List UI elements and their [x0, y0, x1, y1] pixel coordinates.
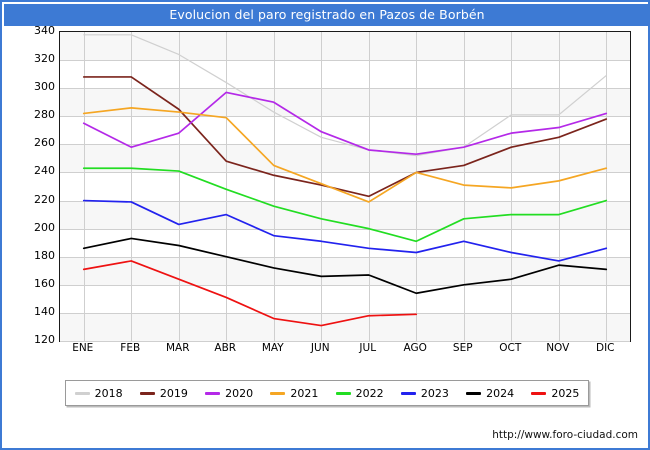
- y-axis-tick-label: 300: [34, 80, 55, 94]
- legend-item-2021[interactable]: 2021: [270, 387, 318, 400]
- window-title: Evolucion del paro registrado en Pazos d…: [4, 4, 650, 26]
- y-axis: 340 320 300 280 260 240 220 200 180 160 140 120: [2, 24, 55, 346]
- x-axis-tick-label: FEB: [120, 342, 141, 354]
- legend-item-2024[interactable]: 2024: [466, 387, 514, 400]
- legend-swatch-icon: [400, 391, 416, 395]
- footer-url: http://www.foro-ciudad.com: [492, 429, 638, 441]
- plot-band: [60, 144, 630, 173]
- legend-swatch-icon: [139, 391, 155, 395]
- legend-swatch-icon: [466, 391, 482, 395]
- x-axis-tick-label: NOV: [546, 342, 570, 354]
- gridline-horizontal: [60, 88, 630, 90]
- gridline-horizontal: [60, 200, 630, 202]
- gridline-vertical: [416, 32, 418, 341]
- gridline-horizontal: [60, 341, 630, 342]
- gridline-vertical: [273, 32, 275, 341]
- plot-band: [60, 312, 630, 341]
- legend-label: 2025: [551, 386, 580, 400]
- x-axis-tick-label: DIC: [595, 342, 615, 354]
- y-axis-tick-label: 340: [34, 24, 55, 37]
- legend-label: 2022: [355, 386, 384, 400]
- gridline-horizontal: [60, 144, 630, 146]
- gridline-horizontal: [60, 60, 630, 62]
- gridline-horizontal: [60, 284, 630, 286]
- y-axis-tick-label: 140: [34, 304, 55, 318]
- gridline-horizontal: [60, 228, 630, 230]
- y-axis-tick-label: 180: [34, 248, 55, 262]
- gridline-vertical: [131, 32, 133, 341]
- x-axis-tick-label: ABR: [214, 342, 237, 354]
- gridline-vertical: [83, 32, 85, 341]
- legend-label: 2019: [159, 386, 188, 400]
- x-axis-tick-label: MAR: [165, 342, 190, 354]
- legend-label: 2024: [486, 386, 515, 400]
- legend-item-2018[interactable]: 2018: [74, 386, 123, 400]
- x-axis-tick-label: JUN: [310, 342, 330, 354]
- y-axis-tick-label: 160: [34, 276, 55, 290]
- gridline-vertical: [226, 32, 228, 341]
- series-line-2020: [82, 91, 608, 156]
- legend-item-2022[interactable]: 2022: [335, 386, 384, 400]
- legend-swatch-icon: [531, 391, 547, 395]
- y-axis-tick-label: 200: [34, 220, 55, 234]
- legend-label: 2021: [290, 386, 319, 400]
- series-line-2024: [82, 237, 608, 295]
- series-lines: [82, 34, 608, 327]
- y-axis-tick-label: 240: [34, 164, 55, 178]
- series-line-2019: [82, 76, 608, 198]
- gridline-horizontal: [60, 172, 630, 174]
- legend-swatch-icon: [74, 391, 90, 395]
- x-axis-tick-label: AGO: [403, 342, 427, 354]
- y-axis-tick-label: 320: [34, 52, 55, 66]
- plot-area: [59, 31, 631, 342]
- legend-label: 2020: [225, 386, 254, 400]
- legend-swatch-icon: [205, 391, 221, 395]
- gridline-horizontal: [60, 116, 630, 118]
- x-axis-tick-label: ENE: [72, 342, 94, 354]
- legend-item-2025[interactable]: 2025: [531, 387, 579, 400]
- x-axis-tick-label: JUL: [359, 342, 377, 354]
- chart-area: 340 320 300 280 260 240 220 200 180 160 140 120 ENE…: [2, 24, 650, 372]
- plot-band: [60, 32, 630, 61]
- gridline-vertical: [321, 32, 323, 341]
- gridline-vertical: [558, 32, 560, 341]
- chart-legend: 2018 2019 2020 2021 2022 2023 2024 2025: [65, 380, 589, 406]
- series-line-2018: [83, 34, 607, 157]
- legend-item-2023[interactable]: 2023: [400, 386, 449, 400]
- x-axis-tick-label: MAY: [261, 342, 284, 354]
- x-axis-tick-label: OCT: [499, 342, 522, 354]
- gridline-horizontal: [60, 256, 630, 258]
- legend-item-2020[interactable]: 2020: [205, 387, 253, 400]
- gridline-vertical: [511, 32, 513, 341]
- gridline-vertical: [178, 32, 180, 341]
- legend-swatch-icon: [335, 391, 351, 395]
- series-line-2021: [82, 106, 608, 203]
- legend-label: 2018: [94, 386, 123, 400]
- gridline-vertical: [606, 32, 608, 341]
- legend-label: 2023: [420, 386, 449, 400]
- y-axis-tick-label: 120: [34, 333, 55, 346]
- series-line-2022: [82, 167, 608, 243]
- series-line-2025: [82, 260, 418, 327]
- y-axis-tick-label: 280: [34, 108, 55, 122]
- gridline-vertical: [368, 32, 370, 341]
- legend-swatch-icon: [270, 391, 286, 395]
- legend-item-2019[interactable]: 2019: [139, 386, 188, 400]
- y-axis-tick-label: 260: [34, 136, 55, 150]
- x-axis-tick-label: SEP: [452, 342, 473, 354]
- gridline-vertical: [463, 32, 465, 341]
- y-axis-tick-label: 220: [34, 192, 55, 206]
- series-line-2023: [82, 199, 608, 262]
- gridline-horizontal: [60, 312, 630, 314]
